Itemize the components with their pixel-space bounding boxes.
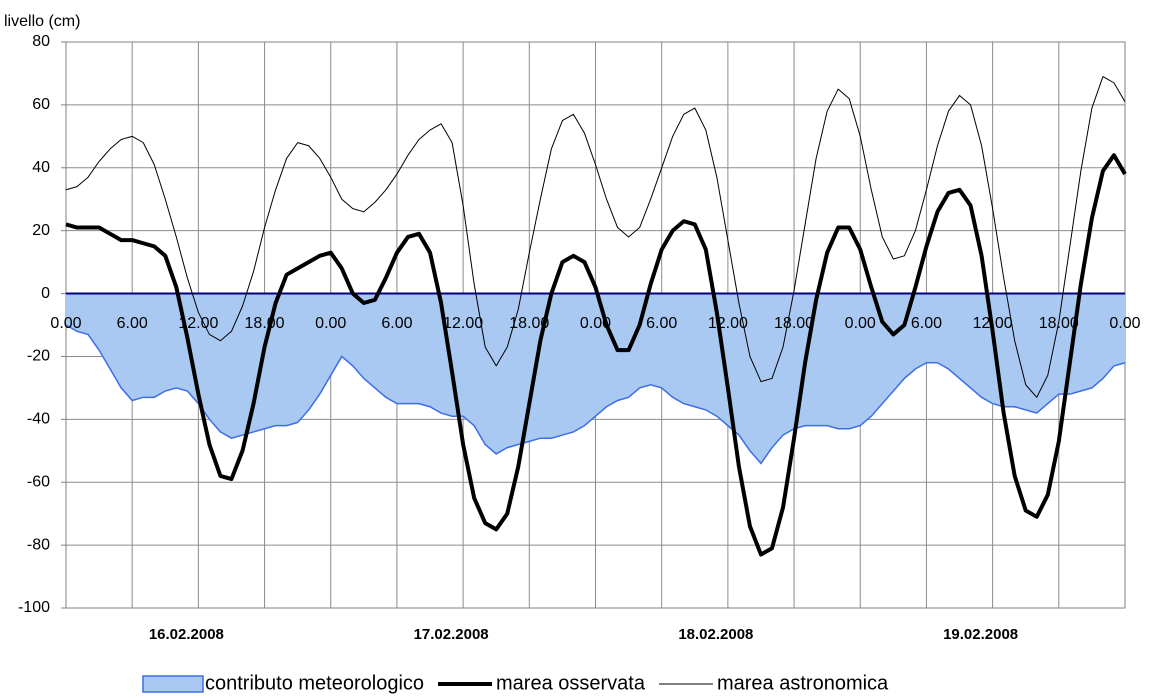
x-tick-label: 12.00 — [973, 315, 1013, 332]
x-tick-label: 0.00 — [315, 315, 346, 332]
y-tick-label: 60 — [32, 96, 50, 113]
y-tick-label: -80 — [27, 536, 50, 553]
x-tick-label: 6.00 — [117, 315, 148, 332]
y-tick-label: -40 — [27, 411, 50, 428]
x-tick-label: 18.00 — [245, 315, 285, 332]
day-label: 16.02.2008 — [149, 626, 224, 643]
x-tick-label: 0.00 — [845, 315, 876, 332]
legend-label: marea osservata — [496, 672, 646, 694]
day-label: 19.02.2008 — [943, 626, 1018, 643]
x-tick-label: 6.00 — [911, 315, 942, 332]
area-edge — [65, 324, 1126, 465]
day-label: 18.02.2008 — [678, 626, 753, 643]
x-tick-label: 12.00 — [708, 315, 748, 332]
legend-label: marea astronomica — [717, 672, 889, 694]
y-tick-label: 80 — [32, 33, 50, 50]
y-tick-label: 20 — [32, 222, 50, 239]
line — [65, 76, 1126, 398]
x-tick-label: 12.00 — [178, 315, 218, 332]
x-tick-label: 6.00 — [646, 315, 677, 332]
x-tick-label: 0.00 — [50, 315, 81, 332]
line — [65, 153, 1127, 557]
legend-swatch — [142, 675, 204, 693]
x-tick-label: 0.00 — [1109, 315, 1140, 332]
x-tick-label: 12.00 — [443, 315, 483, 332]
y-tick-label: -20 — [27, 348, 50, 365]
x-tick-label: 0.00 — [580, 315, 611, 332]
x-tick-label: 18.00 — [1039, 315, 1079, 332]
x-tick-label: 6.00 — [381, 315, 412, 332]
legend-label: contributo meteorologico — [205, 672, 424, 694]
x-tick-label: 18.00 — [774, 315, 814, 332]
y-tick-label: 0 — [41, 285, 50, 302]
y-axis-label: livello (cm) — [4, 13, 80, 30]
day-label: 17.02.2008 — [414, 626, 489, 643]
x-tick-label: 18.00 — [509, 315, 549, 332]
y-tick-label: 40 — [32, 159, 50, 176]
area — [66, 293, 1125, 464]
y-tick-label: -60 — [27, 473, 50, 490]
y-tick-label: -100 — [18, 599, 50, 616]
